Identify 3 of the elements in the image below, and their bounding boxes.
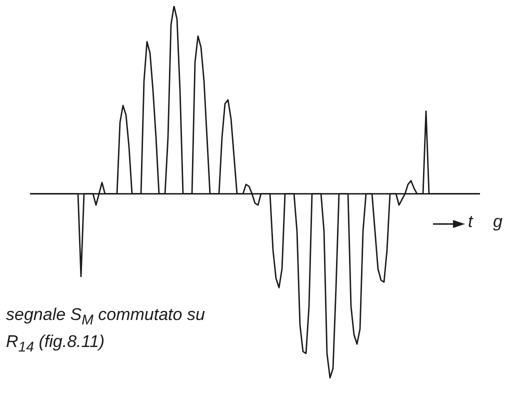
- text: g: [493, 212, 502, 232]
- x-axis-title: t: [468, 212, 473, 232]
- text: segnale S$_{M}$ commutato su R$_{14}$ (fig.8.11): [6, 305, 205, 356]
